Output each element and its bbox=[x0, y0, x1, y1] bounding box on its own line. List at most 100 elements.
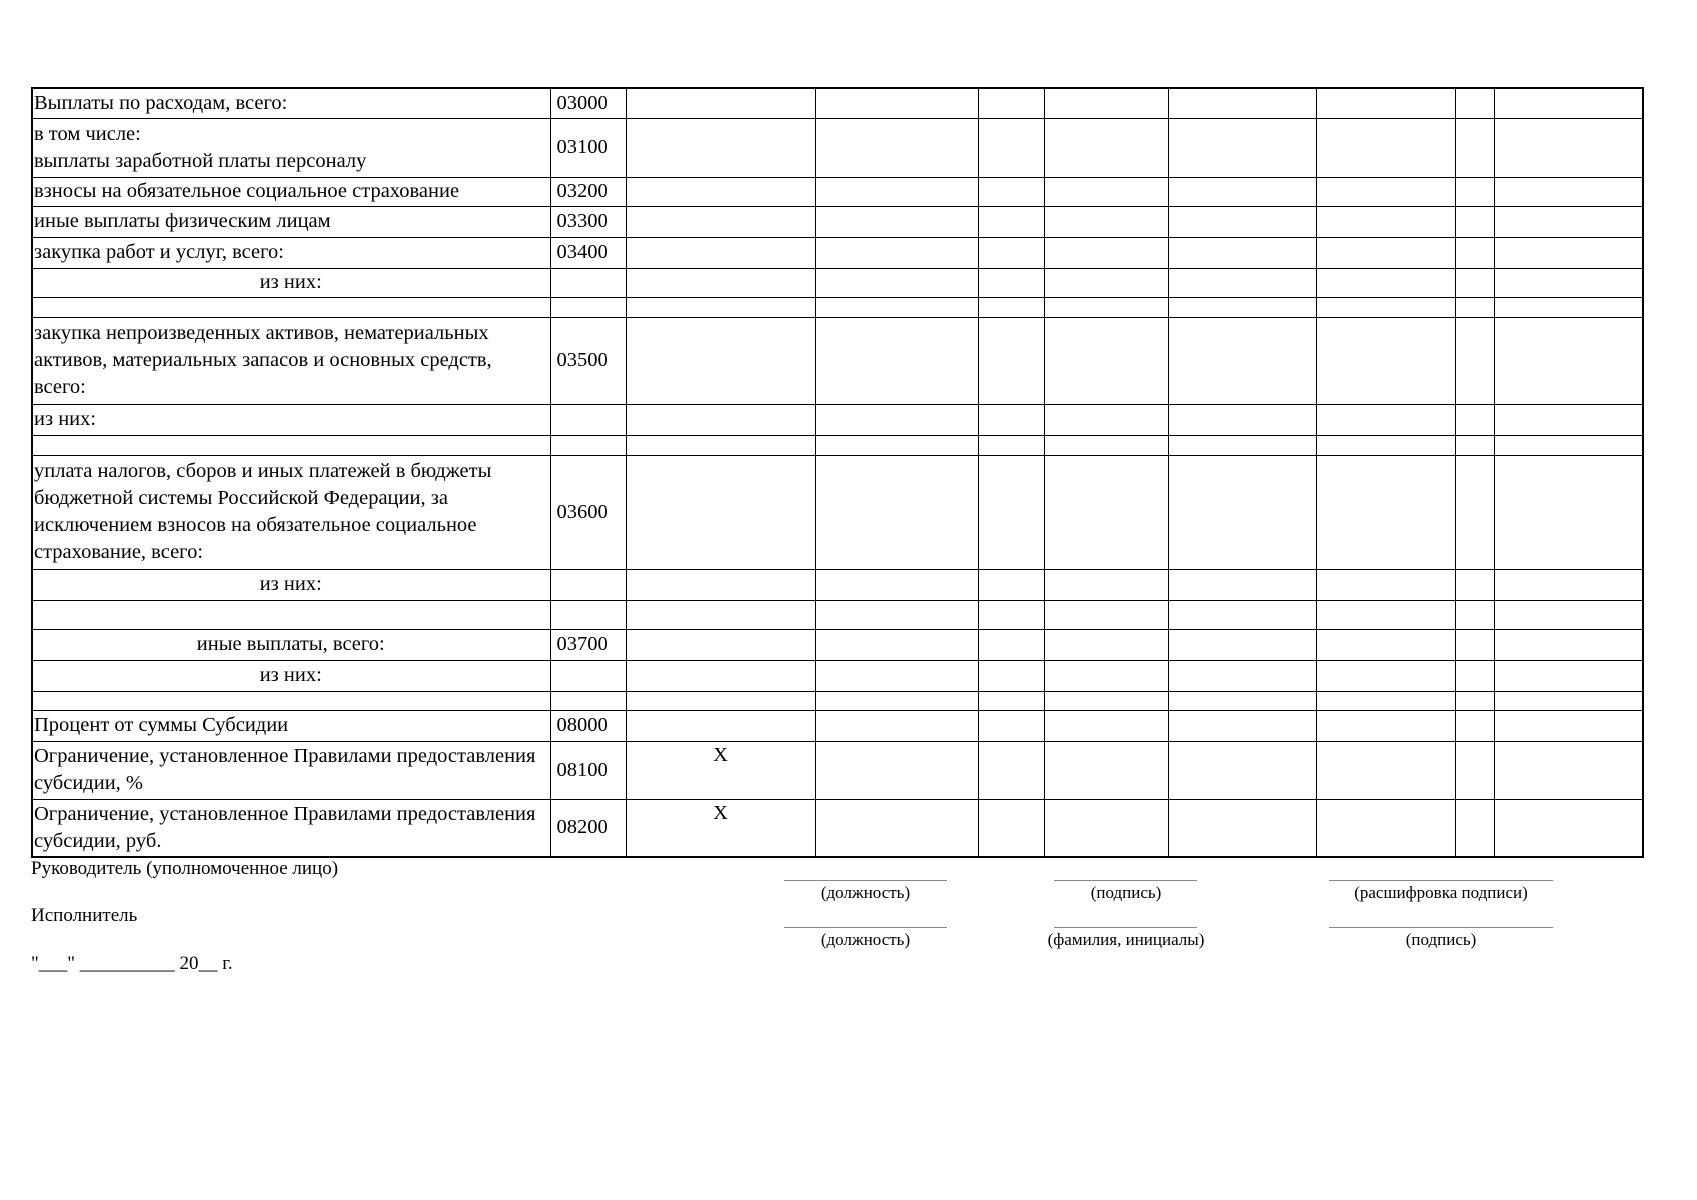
value-cell[interactable] bbox=[977, 403, 1045, 436]
value-cell[interactable] bbox=[1454, 316, 1495, 405]
value-cell[interactable] bbox=[977, 87, 1045, 119]
value-cell[interactable] bbox=[1315, 316, 1456, 405]
value-cell[interactable] bbox=[977, 659, 1045, 692]
value-cell[interactable] bbox=[625, 87, 816, 119]
value-cell[interactable] bbox=[1454, 709, 1495, 742]
value-cell[interactable] bbox=[1493, 176, 1644, 207]
value-cell[interactable] bbox=[1167, 690, 1317, 711]
value-cell[interactable] bbox=[625, 434, 816, 456]
value-cell[interactable] bbox=[1454, 176, 1495, 207]
value-cell[interactable] bbox=[1167, 267, 1317, 298]
value-cell[interactable] bbox=[625, 205, 816, 238]
value-cell[interactable] bbox=[1315, 628, 1456, 661]
value-cell[interactable] bbox=[814, 740, 979, 800]
value-cell[interactable] bbox=[1315, 87, 1456, 119]
value-cell[interactable] bbox=[1454, 117, 1495, 178]
value-cell[interactable] bbox=[1315, 296, 1456, 318]
value-cell[interactable] bbox=[1315, 267, 1456, 298]
value-cell[interactable] bbox=[1043, 87, 1169, 119]
value-cell[interactable] bbox=[1315, 403, 1456, 436]
value-cell[interactable] bbox=[1315, 798, 1456, 858]
value-cell[interactable] bbox=[814, 403, 979, 436]
value-cell[interactable] bbox=[1167, 568, 1317, 601]
head-position-line[interactable] bbox=[784, 880, 947, 881]
value-cell[interactable] bbox=[625, 296, 816, 318]
value-cell[interactable] bbox=[625, 176, 816, 207]
value-cell[interactable] bbox=[977, 454, 1045, 570]
value-cell[interactable] bbox=[1043, 205, 1169, 238]
value-cell[interactable] bbox=[814, 236, 979, 269]
value-cell[interactable] bbox=[1454, 87, 1495, 119]
value-cell[interactable] bbox=[1167, 740, 1317, 800]
value-cell[interactable] bbox=[1493, 709, 1644, 742]
value-cell[interactable] bbox=[1167, 176, 1317, 207]
value-cell[interactable] bbox=[1167, 296, 1317, 318]
value-cell[interactable] bbox=[814, 798, 979, 858]
value-cell[interactable] bbox=[1315, 117, 1456, 178]
value-cell[interactable] bbox=[1315, 454, 1456, 570]
value-cell[interactable] bbox=[625, 403, 816, 436]
value-cell[interactable] bbox=[1454, 403, 1495, 436]
value-cell[interactable] bbox=[977, 628, 1045, 661]
value-cell[interactable] bbox=[1315, 690, 1456, 711]
value-cell[interactable] bbox=[1454, 454, 1495, 570]
value-cell[interactable] bbox=[1454, 205, 1495, 238]
value-cell[interactable] bbox=[1043, 434, 1169, 456]
value-cell[interactable] bbox=[977, 434, 1045, 456]
executor-position-line[interactable] bbox=[784, 927, 947, 928]
value-cell[interactable] bbox=[625, 599, 816, 630]
value-cell[interactable] bbox=[1167, 454, 1317, 570]
value-cell[interactable] bbox=[814, 659, 979, 692]
value-cell[interactable] bbox=[1315, 176, 1456, 207]
value-cell[interactable] bbox=[977, 690, 1045, 711]
value-cell[interactable] bbox=[1043, 599, 1169, 630]
value-cell[interactable] bbox=[1315, 205, 1456, 238]
value-cell[interactable] bbox=[1043, 798, 1169, 858]
value-cell[interactable] bbox=[1167, 117, 1317, 178]
value-cell[interactable] bbox=[977, 709, 1045, 742]
value-cell[interactable] bbox=[1315, 740, 1456, 800]
value-cell[interactable] bbox=[1454, 267, 1495, 298]
value-cell[interactable] bbox=[814, 117, 979, 178]
value-cell[interactable] bbox=[1167, 87, 1317, 119]
value-cell[interactable] bbox=[1167, 236, 1317, 269]
value-cell[interactable] bbox=[1454, 599, 1495, 630]
value-cell[interactable] bbox=[1493, 628, 1644, 661]
value-cell[interactable] bbox=[625, 117, 816, 178]
value-cell[interactable] bbox=[1043, 454, 1169, 570]
value-cell[interactable] bbox=[977, 599, 1045, 630]
value-cell[interactable] bbox=[1043, 690, 1169, 711]
value-cell[interactable] bbox=[625, 628, 816, 661]
value-cell[interactable] bbox=[977, 117, 1045, 178]
value-cell[interactable] bbox=[1493, 659, 1644, 692]
value-cell[interactable] bbox=[814, 296, 979, 318]
value-cell[interactable] bbox=[977, 568, 1045, 601]
value-cell[interactable] bbox=[814, 454, 979, 570]
value-cell[interactable] bbox=[625, 709, 816, 742]
value-cell[interactable] bbox=[1493, 599, 1644, 630]
value-cell[interactable] bbox=[1315, 599, 1456, 630]
value-cell[interactable] bbox=[1043, 236, 1169, 269]
value-cell[interactable] bbox=[1493, 296, 1644, 318]
value-cell[interactable] bbox=[625, 659, 816, 692]
value-cell[interactable] bbox=[977, 296, 1045, 318]
value-cell[interactable] bbox=[1167, 659, 1317, 692]
value-cell[interactable] bbox=[1315, 659, 1456, 692]
value-cell[interactable] bbox=[1167, 205, 1317, 238]
value-cell[interactable] bbox=[1493, 798, 1644, 858]
value-cell[interactable] bbox=[814, 599, 979, 630]
value-cell[interactable] bbox=[1043, 740, 1169, 800]
value-cell[interactable] bbox=[814, 628, 979, 661]
value-cell[interactable]: X bbox=[625, 798, 816, 858]
value-cell[interactable] bbox=[1493, 117, 1644, 178]
value-cell[interactable] bbox=[1043, 296, 1169, 318]
value-cell[interactable] bbox=[1043, 267, 1169, 298]
value-cell[interactable] bbox=[1454, 798, 1495, 858]
value-cell[interactable] bbox=[1167, 628, 1317, 661]
value-cell[interactable] bbox=[1493, 236, 1644, 269]
value-cell[interactable] bbox=[1493, 87, 1644, 119]
value-cell[interactable] bbox=[1493, 690, 1644, 711]
value-cell[interactable] bbox=[1454, 434, 1495, 456]
executor-name-line[interactable] bbox=[1054, 927, 1197, 928]
value-cell[interactable] bbox=[814, 267, 979, 298]
